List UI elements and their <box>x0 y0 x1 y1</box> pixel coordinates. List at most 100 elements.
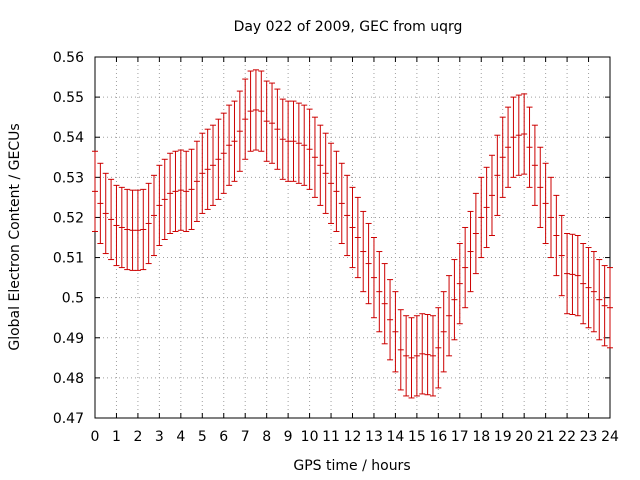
error-bar-point <box>199 132 206 214</box>
y-tick-label: 0.55 <box>53 90 84 106</box>
error-bar-point <box>247 70 254 152</box>
error-bar-point <box>118 186 125 269</box>
y-tick-label: 0.51 <box>53 251 84 267</box>
error-bar-point <box>269 82 276 164</box>
error-bar-point <box>505 106 512 188</box>
error-bar-point <box>311 116 318 198</box>
error-bar-point <box>467 210 474 293</box>
error-bar-point <box>607 267 613 349</box>
x-tick-label: 22 <box>558 429 576 445</box>
x-tick-label: 0 <box>91 429 100 445</box>
error-bar-point <box>462 226 469 309</box>
error-bar-point <box>478 176 485 259</box>
error-bar-point <box>542 162 549 245</box>
error-bar-point <box>451 259 458 341</box>
x-tick-label: 24 <box>601 429 619 445</box>
error-bar-point <box>408 317 415 399</box>
error-bar-point <box>188 148 195 230</box>
x-tick-label: 18 <box>472 429 490 445</box>
error-bar-point <box>317 124 324 206</box>
error-bar-point <box>521 93 528 175</box>
error-bar-point <box>344 174 351 257</box>
x-axis-ticks: 0 1 2 3 4 5 6 7 8 9 10 11 12 13 14 15 16 17 18 19 20 21 22 23 24 <box>91 57 619 445</box>
error-bar-point <box>574 234 581 317</box>
y-axis-label: Global Electron Content / GECUs <box>7 123 23 350</box>
error-bar-point <box>526 106 533 188</box>
error-bar-point <box>403 315 410 397</box>
error-bar-point <box>456 243 463 325</box>
error-bar-point <box>252 69 259 151</box>
error-bar-point <box>537 146 544 228</box>
x-tick-label: 20 <box>515 429 533 445</box>
error-bar-point <box>102 172 109 255</box>
error-bar-point <box>215 118 222 200</box>
error-bar-point <box>499 116 506 198</box>
y-axis-ticks: 0.47 0.48 0.49 0.5 0.51 0.52 0.53 0.54 0.55 0.56 <box>53 50 610 427</box>
error-bar-point <box>183 150 190 232</box>
error-bar-point <box>510 96 517 178</box>
error-bar-point <box>435 307 442 389</box>
error-bar-point <box>387 279 394 361</box>
x-tick-label: 16 <box>429 429 447 445</box>
error-bar-point <box>231 100 238 182</box>
error-bar-point <box>440 291 447 373</box>
error-bar-point <box>113 184 120 267</box>
error-bar-point <box>397 309 404 391</box>
x-tick-label: 9 <box>284 429 293 445</box>
error-bar-point <box>151 174 158 257</box>
x-tick-label: 4 <box>176 429 185 445</box>
error-bar-point <box>349 186 356 269</box>
error-bar-point <box>290 100 297 182</box>
y-tick-label: 0.49 <box>53 331 84 347</box>
error-bar-point <box>306 108 313 190</box>
x-tick-label: 23 <box>580 429 598 445</box>
x-tick-label: 11 <box>322 429 340 445</box>
error-bar-point <box>167 152 174 234</box>
error-bar-point <box>220 112 227 194</box>
error-bar-point <box>328 142 335 224</box>
error-bar-point <box>601 265 608 347</box>
error-bar-point <box>242 78 249 160</box>
error-bar-point <box>92 150 98 232</box>
x-tick-label: 17 <box>451 429 469 445</box>
error-bar-point <box>376 251 383 333</box>
error-bar-point <box>172 150 179 232</box>
error-bar-point <box>413 315 420 397</box>
x-tick-label: 12 <box>344 429 362 445</box>
error-bar-point <box>236 90 243 172</box>
error-bar-point <box>558 214 565 297</box>
error-bar-point <box>279 98 286 180</box>
y-tick-label: 0.56 <box>53 50 84 66</box>
error-bar-point <box>161 158 168 241</box>
error-bar-point <box>370 237 377 319</box>
error-bar-point <box>488 154 495 236</box>
error-bar-point <box>97 162 104 245</box>
x-tick-label: 15 <box>408 429 426 445</box>
error-bar-point <box>585 247 592 329</box>
error-bar-point <box>553 194 560 277</box>
x-tick-label: 6 <box>219 429 228 445</box>
error-bar-point <box>596 259 603 341</box>
error-bar-point <box>274 88 281 170</box>
error-bar-point <box>429 315 436 397</box>
error-bar-point <box>193 140 200 222</box>
error-bar-point <box>360 210 367 293</box>
error-bar-point <box>124 188 131 271</box>
error-bar-point <box>354 196 361 279</box>
error-bar-point <box>226 104 233 186</box>
error-bar-point <box>564 232 571 315</box>
x-tick-label: 14 <box>387 429 405 445</box>
y-tick-label: 0.52 <box>53 210 84 226</box>
y-tick-label: 0.54 <box>53 130 84 146</box>
error-bar-point <box>392 291 399 373</box>
error-bar-point <box>301 104 308 186</box>
error-bar-point <box>446 275 453 357</box>
error-bar-point <box>210 124 217 206</box>
error-bar-point <box>590 251 597 333</box>
error-bar-point <box>419 313 426 395</box>
error-bar-point <box>333 150 340 232</box>
x-tick-label: 8 <box>262 429 271 445</box>
chart-title: Day 022 of 2009, GEC from uqrg <box>234 19 463 35</box>
y-tick-label: 0.48 <box>53 371 84 387</box>
